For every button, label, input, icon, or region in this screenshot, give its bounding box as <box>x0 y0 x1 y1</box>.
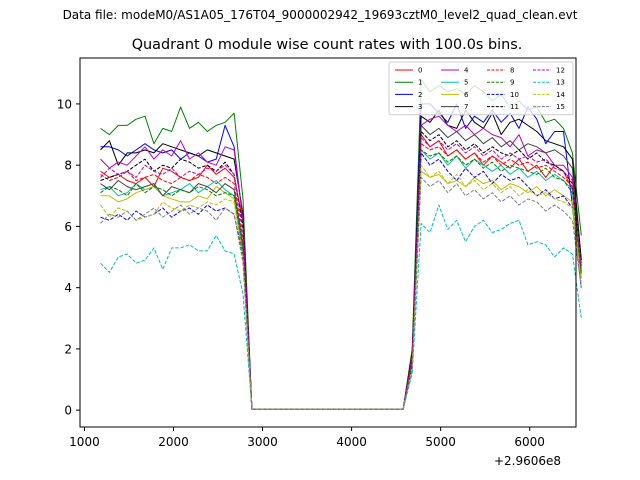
chart-suptitle: Data file: modeM0/AS1A05_176T04_90000029… <box>63 8 578 22</box>
series-line-0 <box>100 134 582 410</box>
y-tick-label: 6 <box>64 220 72 234</box>
series-line-13 <box>100 204 582 410</box>
legend-label-2: 2 <box>418 91 422 99</box>
series-line-1 <box>100 78 582 410</box>
series-layer <box>100 78 582 410</box>
plot-frame <box>79 57 577 428</box>
chart-title: Quadrant 0 module wise count rates with … <box>132 37 523 53</box>
legend-label-14: 14 <box>556 91 565 99</box>
legend-label-1: 1 <box>418 79 422 87</box>
series-line-6 <box>100 170 582 410</box>
series-line-2 <box>100 103 582 410</box>
legend-label-0: 0 <box>418 67 422 75</box>
series-line-5 <box>100 149 582 410</box>
series-line-15 <box>100 176 582 410</box>
series-line-8 <box>100 143 582 410</box>
legend-label-3: 3 <box>418 103 422 111</box>
x-tick-label: 3000 <box>247 435 278 449</box>
legend-box <box>388 61 574 116</box>
legend-label-11: 11 <box>510 103 519 111</box>
y-tick-label: 10 <box>57 97 72 111</box>
x-tick-label: 2000 <box>158 435 189 449</box>
legend-label-5: 5 <box>464 79 468 87</box>
series-line-9 <box>100 149 582 410</box>
legend-label-9: 9 <box>510 79 514 87</box>
y-tick-label: 4 <box>64 281 72 295</box>
legend-label-15: 15 <box>556 103 565 111</box>
series-line-10 <box>100 152 582 410</box>
x-offset-label: +2.9606e8 <box>494 454 561 468</box>
x-tick-label: 4000 <box>336 435 367 449</box>
x-tick-label: 6000 <box>514 435 545 449</box>
y-tick-label: 0 <box>64 404 72 418</box>
legend-label-13: 13 <box>556 79 565 87</box>
x-tick-label: 1000 <box>69 435 100 449</box>
series-line-12 <box>100 137 582 410</box>
legend-label-6: 6 <box>464 91 469 99</box>
x-tick-label: 5000 <box>425 435 456 449</box>
y-tick-label: 8 <box>64 159 72 173</box>
series-line-14 <box>100 164 582 410</box>
legend-label-12: 12 <box>556 67 565 75</box>
y-tick-label: 2 <box>64 342 72 356</box>
legend-label-4: 4 <box>464 67 469 75</box>
legend-label-7: 7 <box>464 103 468 111</box>
legend-label-10: 10 <box>510 91 519 99</box>
legend-label-8: 8 <box>510 67 514 75</box>
